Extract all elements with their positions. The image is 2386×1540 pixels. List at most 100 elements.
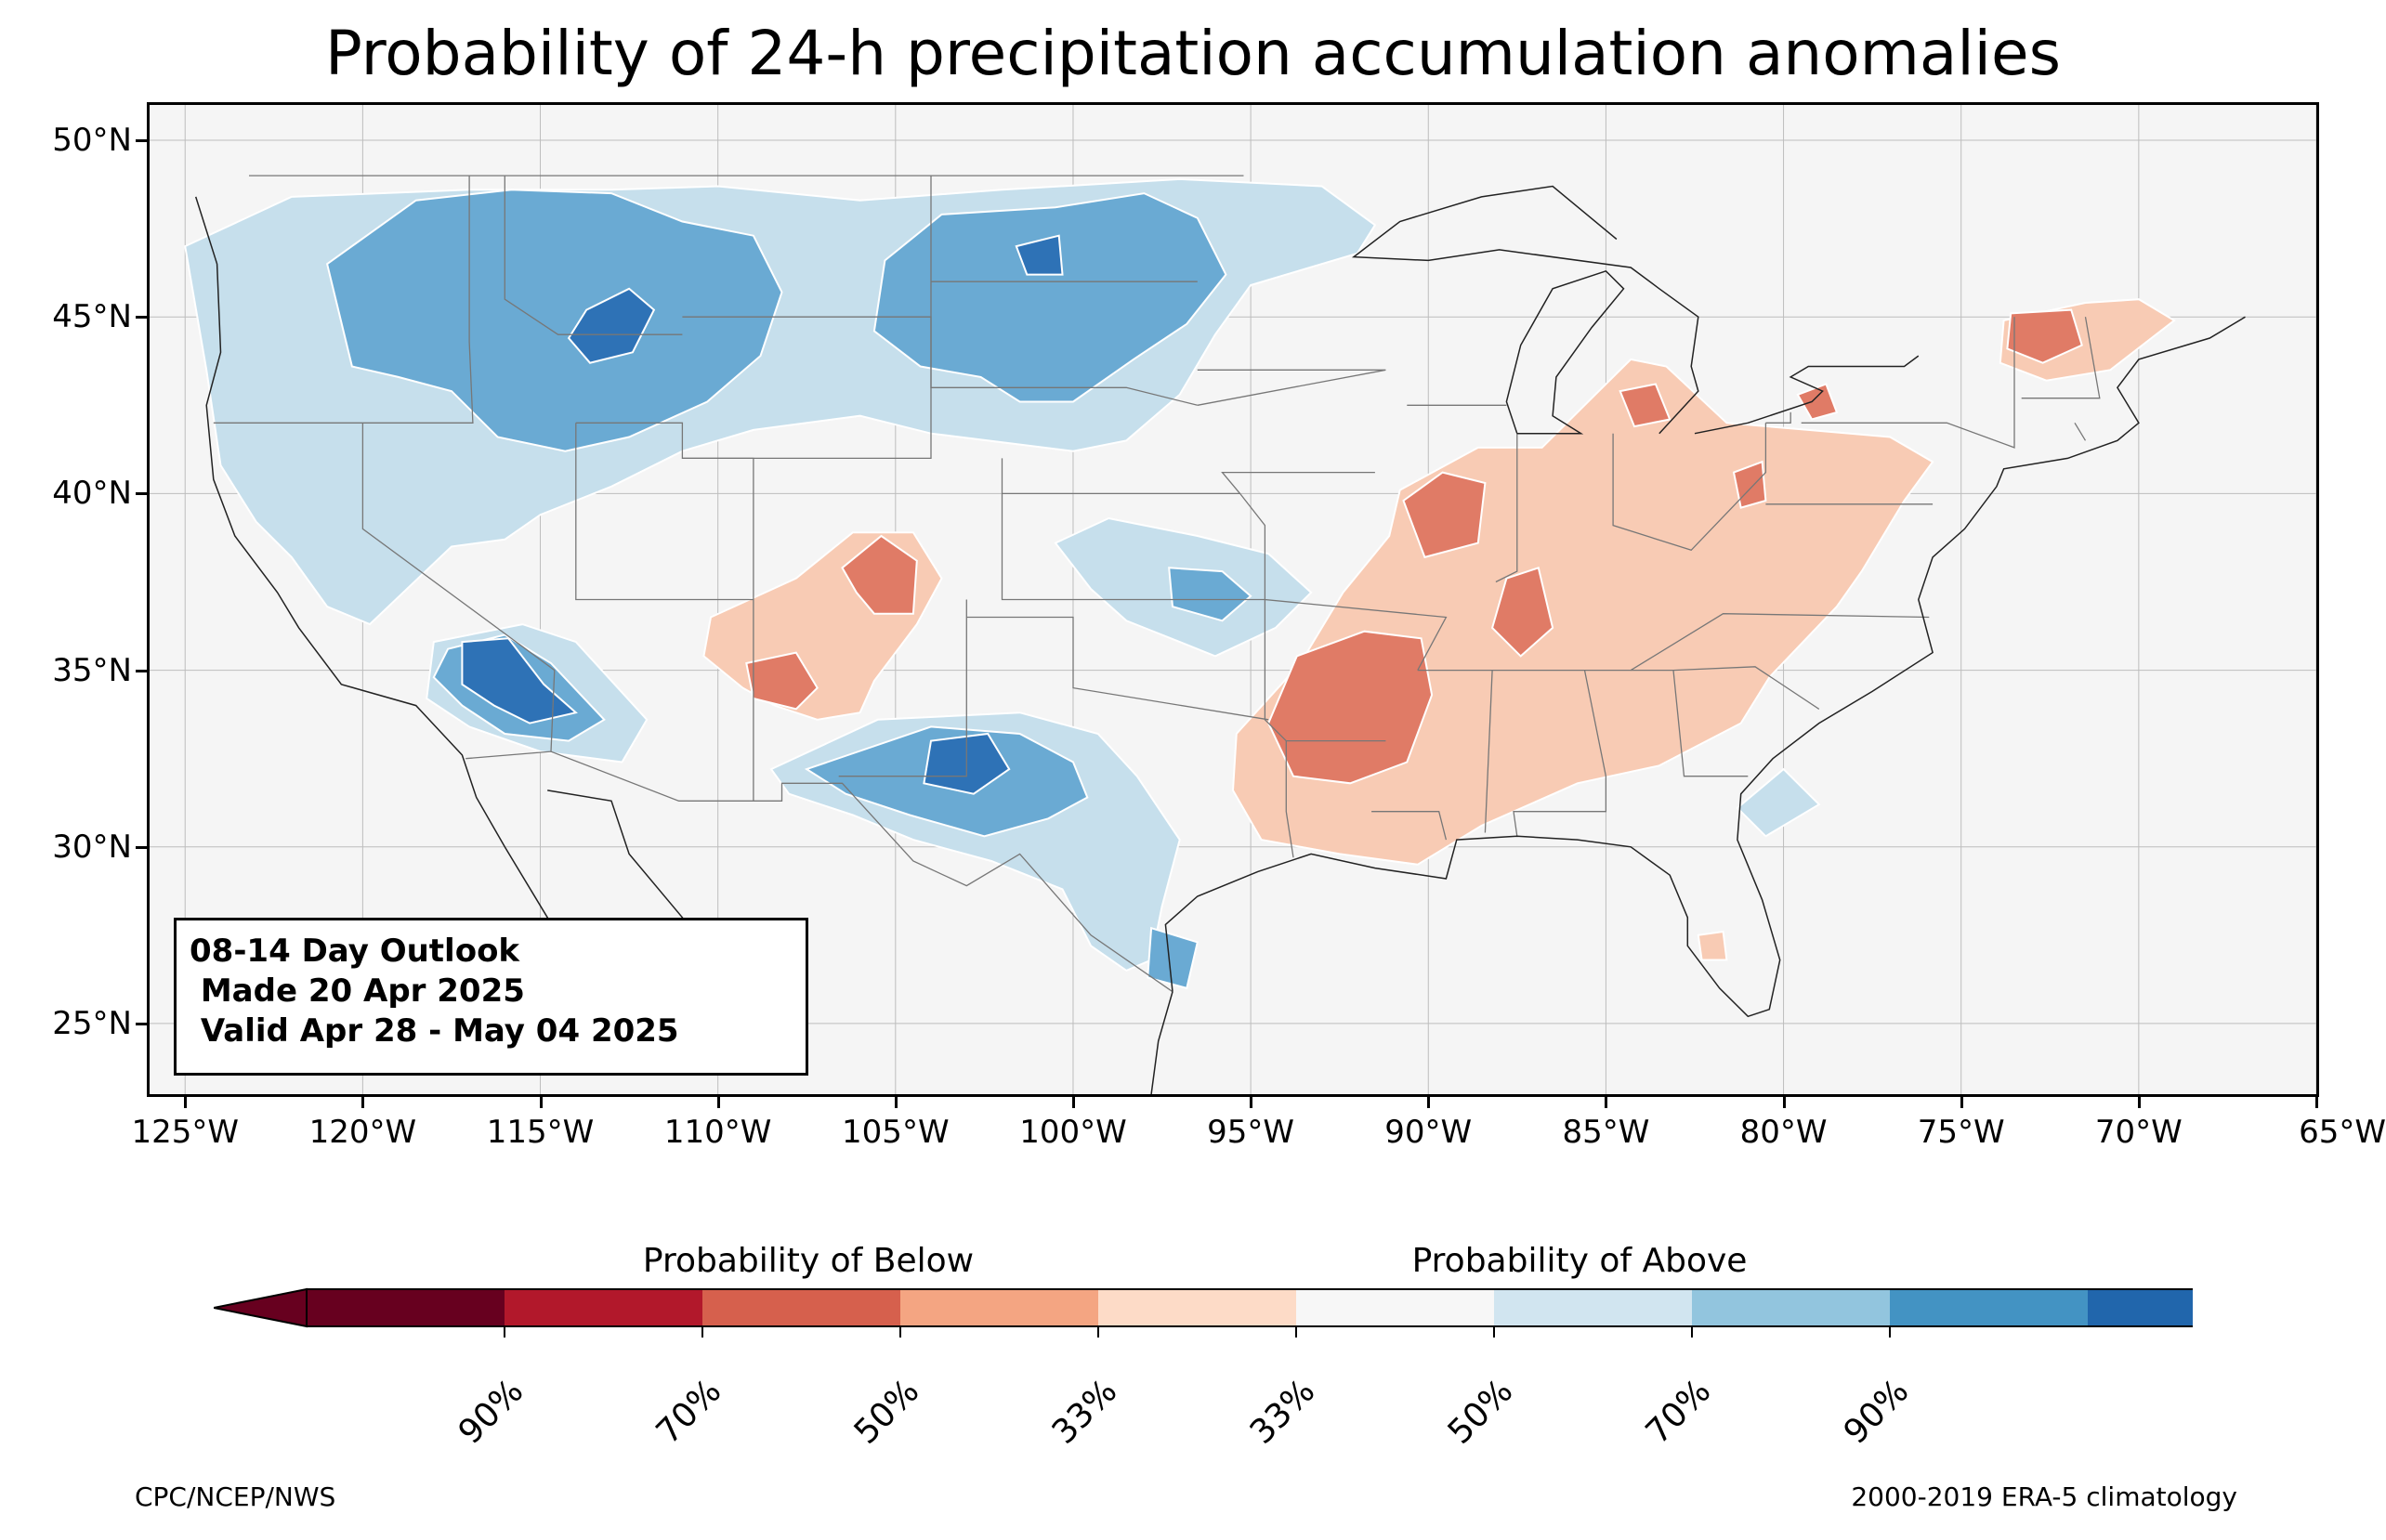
coastline [1694, 355, 1920, 435]
lon-tick-label: 85°W [1562, 1114, 1650, 1151]
lon-tick-mark [894, 1097, 898, 1108]
colorbar-segment [702, 1289, 900, 1326]
lon-tick-mark [1782, 1097, 1786, 1108]
coastline [1351, 185, 1699, 435]
chart-title: Probability of 24-h precipitation accumu… [324, 18, 2062, 89]
probability-contour [1147, 926, 1199, 990]
coastline [1505, 269, 1625, 435]
lat-tick-mark [136, 845, 147, 849]
lat-tick-mark [136, 492, 147, 496]
outlook-period: 08-14 Day Outlook [190, 933, 520, 970]
state-border [1765, 411, 1791, 424]
lon-tick-mark [184, 1097, 188, 1108]
lon-tick-mark [1071, 1097, 1075, 1108]
colorbar [214, 1287, 2193, 1338]
state-border [465, 750, 1173, 993]
colorbar-tick-label: 90% [1836, 1372, 1917, 1452]
state-border [1672, 666, 1820, 710]
lon-tick-label: 80°W [1739, 1114, 1828, 1151]
below-50-shading [745, 308, 2083, 785]
outlook-made-date: Made 20 Apr 2025 [190, 972, 525, 1010]
outlook-info-box: 08-14 Day Outlook Made 20 Apr 2025 Valid… [174, 918, 808, 1076]
probability-contour [1697, 930, 1728, 961]
lon-tick-mark [716, 1097, 720, 1108]
probability-contour [1231, 358, 1934, 866]
probability-contour [1732, 460, 1767, 509]
lat-tick-label: 40°N [52, 475, 132, 513]
colorbar-segment [307, 1289, 505, 1326]
lon-tick-label: 65°W [2299, 1114, 2386, 1151]
colorbar-segment [1692, 1289, 1890, 1326]
lon-tick-label: 125°W [131, 1114, 239, 1151]
state-border [213, 176, 474, 424]
colorbar-tick-label: 70% [649, 1372, 729, 1452]
probability-contour [2006, 308, 2083, 364]
lon-tick-label: 70°W [2094, 1114, 2183, 1151]
state-border [1612, 423, 1767, 552]
probability-contour [745, 651, 819, 711]
probability-contour [1267, 630, 1434, 785]
state-border [361, 423, 556, 752]
state-border [930, 176, 1198, 406]
state-border [1417, 613, 1930, 672]
lat-tick-label: 35°N [52, 651, 132, 689]
colorbar-tick-label: 50% [1440, 1372, 1521, 1452]
colorbar-tick-label: 33% [1044, 1372, 1125, 1452]
credit-climatology: 2000-2019 ERA-5 climatology [1851, 1481, 2237, 1512]
lat-tick-label: 30°N [52, 828, 132, 866]
probability-contour [1796, 383, 1839, 421]
lat-tick-mark [136, 139, 147, 143]
lon-tick-label: 120°W [308, 1114, 417, 1151]
colorbar-extend-below [214, 1287, 308, 1328]
probability-contour [1490, 567, 1554, 658]
colorbar-segment [505, 1289, 702, 1326]
lon-tick-mark [1960, 1097, 1963, 1108]
state-border [2074, 422, 2087, 441]
lon-tick-mark [2137, 1097, 2141, 1108]
colorbar-segment [1098, 1289, 1296, 1326]
probability-contour [1619, 383, 1672, 428]
state-border [1001, 458, 1265, 601]
probability-contour [1402, 471, 1487, 559]
colorbar-segment [900, 1289, 1098, 1326]
lat-tick-mark [136, 316, 147, 320]
state-border [2021, 317, 2101, 399]
credit-agency: CPC/NCEP/NWS [135, 1481, 336, 1512]
colorbar-tick-label: 90% [451, 1372, 531, 1452]
state-border [1513, 670, 1607, 837]
lon-tick-mark [361, 1097, 365, 1108]
coastline [194, 196, 612, 1024]
state-border [1801, 317, 2015, 449]
colorbar-segment [1890, 1289, 2088, 1326]
state-border [504, 176, 683, 335]
lon-tick-label: 115°W [486, 1114, 595, 1151]
colorbar-segment [2088, 1289, 2193, 1326]
lat-tick-mark [136, 1022, 147, 1025]
state-border [1484, 670, 1493, 833]
lat-tick-label: 25°N [52, 1004, 132, 1042]
probability-contour [1736, 767, 1821, 838]
colorbar-tick-label: 70% [1638, 1372, 1719, 1452]
colorbar-above-label: Probability of Above [1411, 1242, 1748, 1280]
lon-tick-mark [1605, 1097, 1608, 1108]
state-borders [213, 175, 2101, 993]
map-canvas [150, 105, 2316, 1094]
lon-tick-mark [1250, 1097, 1253, 1108]
colorbar-below-label: Probability of Below [642, 1242, 975, 1280]
lon-tick-label: 90°W [1384, 1114, 1473, 1151]
lon-tick-label: 95°W [1207, 1114, 1295, 1151]
state-border [1631, 669, 1749, 777]
probability-contour [841, 534, 918, 615]
lon-tick-mark [1427, 1097, 1431, 1108]
state-border [1371, 811, 1448, 841]
coastline [1164, 316, 2246, 1018]
state-border [1221, 471, 1448, 671]
lon-tick-label: 105°W [842, 1114, 950, 1151]
lon-tick-label: 110°W [663, 1114, 772, 1151]
colorbar-segment [1494, 1289, 1692, 1326]
state-border [966, 616, 1269, 721]
lon-tick-label: 100°W [1019, 1114, 1127, 1151]
state-border [1495, 433, 1518, 583]
lat-tick-label: 50°N [52, 122, 132, 160]
probability-contour [567, 287, 656, 364]
